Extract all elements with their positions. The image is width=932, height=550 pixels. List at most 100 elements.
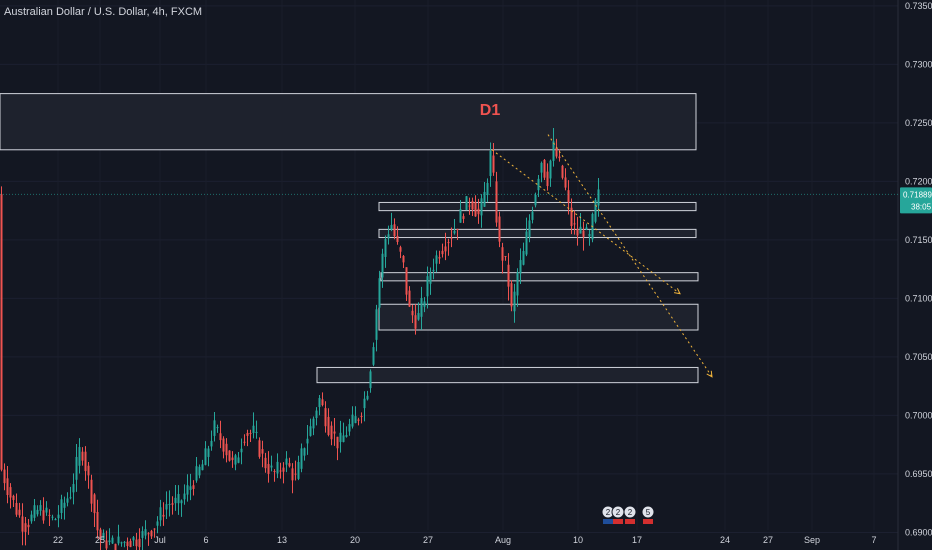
candle-body <box>9 487 12 498</box>
zone-box[interactable] <box>378 303 699 331</box>
candle-body <box>594 199 597 222</box>
candle-body <box>456 228 459 230</box>
candle-body <box>561 165 564 178</box>
candle-body <box>285 458 288 465</box>
candle-body <box>435 255 438 264</box>
last-price-value: 0.71889 <box>903 190 932 199</box>
candle-body <box>306 438 309 444</box>
flag-icon <box>613 519 623 524</box>
candle-body <box>99 529 102 540</box>
candle-body <box>87 465 90 476</box>
trendline[interactable] <box>547 134 713 378</box>
candle-body <box>528 220 531 237</box>
event-badge[interactable] <box>623 505 637 519</box>
candle-body <box>513 291 516 312</box>
x-tick-label: 22 <box>53 535 63 545</box>
candle-body <box>297 462 300 479</box>
candle-body <box>180 500 183 504</box>
candle-body <box>534 194 537 206</box>
candle-body <box>372 347 375 365</box>
candle-body <box>258 440 261 457</box>
candle-body <box>396 235 399 242</box>
candle-body <box>462 216 465 219</box>
candle-body <box>576 229 579 236</box>
candle-body <box>537 178 540 191</box>
candle-body <box>222 438 225 452</box>
candle-body <box>447 242 450 244</box>
x-tick-label: Sep <box>804 535 820 545</box>
candle-body <box>150 530 153 537</box>
candle-body <box>174 497 177 504</box>
candle-body <box>102 533 105 540</box>
candle-body <box>384 239 387 257</box>
x-tick-label: Jul <box>154 535 166 545</box>
candle-body <box>186 485 189 495</box>
candle-body <box>288 463 291 467</box>
candle-body <box>189 486 192 490</box>
candle-body <box>48 514 51 516</box>
candle-body <box>33 505 36 518</box>
candle-body <box>192 485 195 489</box>
candle-body <box>510 283 513 307</box>
candle-body <box>219 433 222 441</box>
candle-body <box>570 207 573 227</box>
candle-body <box>555 147 558 157</box>
candle-body <box>261 449 264 454</box>
event-badge[interactable] <box>641 505 655 519</box>
candle-body <box>330 425 333 440</box>
x-tick-label: 27 <box>763 535 773 545</box>
time-axis[interactable]: 22 25 Jul 6 13 20 27 Aug 10 17 24 27 Sep 7 <box>53 535 877 545</box>
zone-box[interactable] <box>316 366 699 384</box>
candle-body <box>216 427 219 429</box>
candle-body <box>429 272 432 284</box>
candle-body <box>438 257 441 259</box>
candle-body <box>312 418 315 429</box>
x-tick-label: 20 <box>350 535 360 545</box>
zone-layer <box>0 93 699 384</box>
candle-body <box>450 237 453 239</box>
event-badge-count: 2 <box>606 508 611 517</box>
candle-body <box>240 448 243 453</box>
zone-box[interactable] <box>380 272 699 282</box>
candle-body <box>24 523 27 532</box>
candle-body <box>348 424 351 432</box>
candle-body <box>519 260 522 274</box>
candle-body <box>579 226 582 234</box>
candle-body <box>75 456 78 480</box>
candle-body <box>336 436 339 449</box>
zone-box[interactable] <box>0 93 697 151</box>
candle-body <box>414 315 417 329</box>
candle-body <box>177 494 180 504</box>
candle-body <box>495 181 498 223</box>
candle-body <box>165 504 168 510</box>
candle-body <box>423 301 426 307</box>
candle-body <box>129 540 132 548</box>
candle-body <box>507 264 510 287</box>
candle-body <box>291 468 294 481</box>
candle-body <box>408 290 411 307</box>
candle-body <box>444 246 447 252</box>
candle-body <box>66 498 69 503</box>
candle-body <box>543 159 546 178</box>
candle-body <box>63 502 66 508</box>
candle-body <box>378 278 381 308</box>
candle-body <box>549 160 552 179</box>
flag-icon <box>625 519 635 524</box>
zone-box[interactable] <box>378 201 697 212</box>
candle-body <box>252 425 255 433</box>
x-tick-label: 17 <box>632 535 642 545</box>
candle-body <box>78 447 81 466</box>
candle-body <box>105 540 108 549</box>
candle-body <box>480 198 483 216</box>
candle-body <box>564 177 567 188</box>
candle-body <box>432 269 435 272</box>
candle-body <box>522 251 525 265</box>
event-badge-count: 2 <box>616 508 621 517</box>
zone-box[interactable] <box>378 228 697 239</box>
